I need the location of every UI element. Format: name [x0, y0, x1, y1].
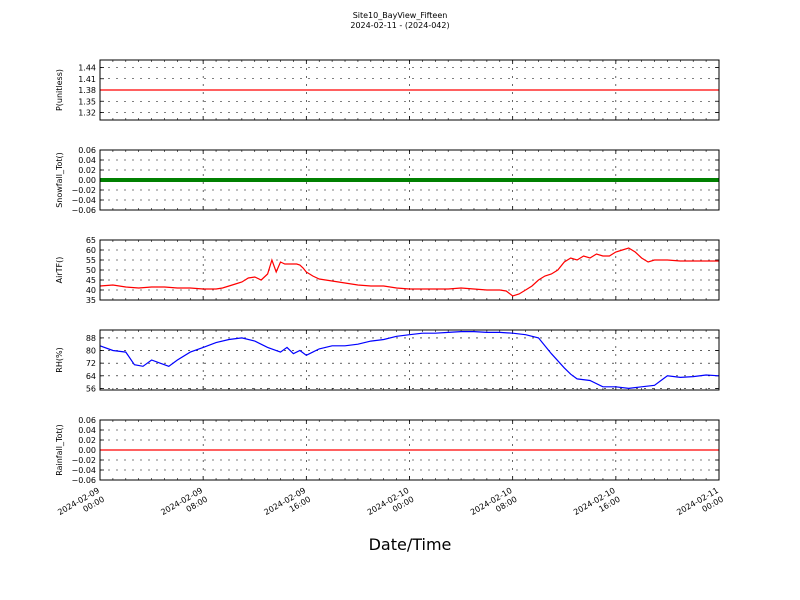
- y-tick-label: 35: [86, 296, 96, 305]
- x-tick-label: 2024-02-0908:00: [159, 486, 209, 526]
- y-tick-label: 65: [86, 236, 96, 245]
- y-tick-label: 0.06: [78, 416, 96, 425]
- y-tick-label: 0.04: [78, 426, 96, 435]
- x-tick-label: 2024-02-1100:00: [675, 486, 725, 526]
- series-line: [99, 331, 720, 390]
- y-tick-label: −0.02: [71, 456, 96, 465]
- y-axis-label: Snowfall_Tot(): [55, 152, 64, 208]
- y-tick-label: −0.02: [71, 186, 96, 195]
- y-tick-label: 1.41: [78, 75, 96, 84]
- y-tick-label: 64: [86, 372, 96, 381]
- chart-title: Site10_BayView_Fifteen: [352, 11, 448, 20]
- y-tick-label: 88: [86, 334, 96, 343]
- y-tick-label: 0.02: [78, 166, 96, 175]
- y-axis-label: AirTF(): [55, 257, 64, 284]
- y-tick-label: −0.04: [71, 466, 96, 475]
- x-tick-label: 2024-02-0900:00: [56, 486, 106, 526]
- y-axis-label: Rainfall_Tot(): [55, 424, 64, 476]
- y-tick-label: 1.38: [78, 86, 96, 95]
- y-tick-label: 45: [86, 276, 96, 285]
- y-tick-label: 0.04: [78, 156, 96, 165]
- x-tick-label: 2024-02-1016:00: [572, 486, 622, 526]
- y-tick-label: 72: [86, 359, 96, 368]
- y-tick-label: 1.44: [78, 64, 96, 73]
- panel-frame: [99, 329, 720, 391]
- chart-subtitle: 2024-02-11 - (2024-042): [350, 21, 450, 30]
- y-tick-label: 56: [86, 384, 96, 393]
- y-tick-label: 0.06: [78, 146, 96, 155]
- x-tick-label: 2024-02-1008:00: [469, 486, 519, 526]
- y-tick-label: 0.00: [78, 176, 96, 185]
- y-tick-label: −0.06: [71, 476, 96, 485]
- y-tick-label: 40: [86, 286, 96, 295]
- series-line: [99, 247, 719, 297]
- y-tick-label: 1.35: [78, 97, 96, 106]
- y-tick-label: 1.32: [78, 109, 96, 118]
- y-axis-label: RH(%): [55, 347, 64, 372]
- y-tick-label: 0.00: [78, 446, 96, 455]
- x-axis-label: Date/Time: [368, 535, 452, 554]
- x-tick-label: 2024-02-1000:00: [366, 486, 416, 526]
- y-tick-label: −0.04: [71, 196, 96, 205]
- panel-frame: [99, 59, 720, 121]
- y-tick-label: 50: [86, 266, 96, 275]
- y-tick-label: 55: [86, 256, 96, 265]
- y-axis-label: P(unitless): [55, 69, 64, 111]
- x-tick-label: 2024-02-0916:00: [263, 486, 313, 526]
- y-tick-label: 0.02: [78, 436, 96, 445]
- panel-frame: [99, 239, 720, 301]
- y-tick-label: 60: [86, 246, 96, 255]
- panel-frame: [99, 419, 720, 481]
- panel-frame: [99, 149, 720, 211]
- y-tick-label: 80: [86, 347, 96, 356]
- y-tick-label: −0.06: [71, 206, 96, 215]
